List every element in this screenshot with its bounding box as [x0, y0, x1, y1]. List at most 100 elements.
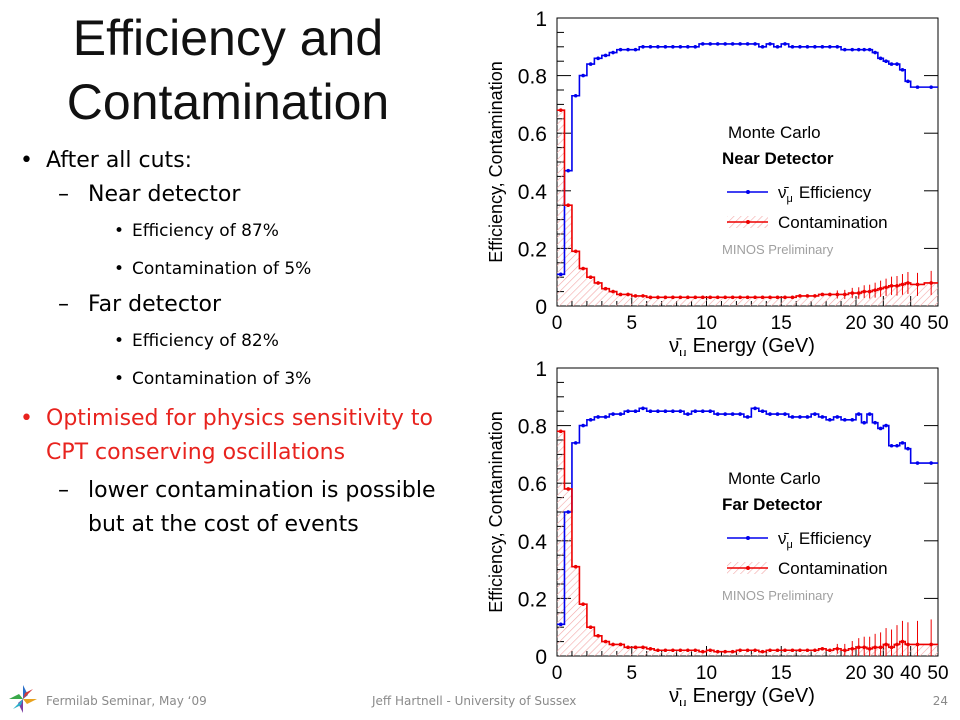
legend-efficiency-subscript: μ [787, 193, 793, 205]
efficiency-point [835, 45, 840, 49]
bullet-dash-icon: – [58, 182, 69, 207]
y-tick-label: 0.2 [518, 588, 547, 611]
legend-header: Monte Carlo [728, 469, 821, 488]
efficiency-point [790, 45, 795, 49]
efficiency-point [753, 406, 757, 411]
efficiency-point [753, 42, 757, 46]
efficiency-line [557, 407, 938, 626]
near-detector-chart: 0 0.2 0.4 0.6 0.8 1 0 5 10 15 20 30 40 50 Efficiency, … [470, 6, 950, 360]
y-tick-label: 0.8 [518, 66, 547, 89]
contamination-point [745, 648, 750, 653]
contamination-point [626, 292, 630, 297]
contamination-point [798, 648, 802, 653]
efficiency-point [873, 420, 877, 425]
x-axis-label: Energy (GeV) [693, 335, 815, 356]
efficiency-point [723, 412, 727, 416]
x-tick-label: 30 [873, 313, 894, 334]
bullet-far-efficiency: • Efficiency of 82% [18, 322, 438, 360]
efficiency-point [856, 412, 861, 416]
x-tick-label: 40 [900, 313, 921, 334]
efficiency-point [745, 42, 750, 46]
bullet-far-contamination: • Contamination of 3% [18, 360, 438, 398]
efficiency-point [686, 412, 690, 416]
efficiency-point [760, 45, 765, 49]
efficiency-point [648, 409, 653, 413]
bullet-text: Contamination of 5% [132, 259, 312, 279]
y-tick-label: 1 [535, 8, 547, 31]
y-tick-label: 0.6 [518, 123, 547, 146]
contamination-point [581, 602, 585, 606]
efficiency-point [686, 45, 690, 49]
bullet-dot-icon: • [20, 406, 33, 431]
efficiency-point [626, 409, 630, 413]
efficiency-point [889, 443, 894, 448]
efficiency-point [641, 406, 645, 411]
contamination-point [760, 295, 765, 300]
legend-efficiency-symbol: ν̄ [778, 529, 790, 548]
bullet-text: After all cuts: [46, 148, 193, 173]
x-tick-label: 20 [845, 313, 866, 334]
bullet-dot-icon: • [114, 221, 125, 241]
bullet-text: lower contamination is possible but at t… [88, 478, 436, 537]
contamination-point [573, 564, 578, 569]
contamination-point [558, 108, 563, 112]
contamination-point [768, 295, 772, 300]
contamination-point [813, 294, 817, 298]
contamination-point [730, 295, 735, 300]
efficiency-point [678, 409, 683, 413]
bullet-near-detector: – Near detector [18, 178, 438, 212]
efficiency-point [581, 73, 585, 78]
efficiency-point [813, 45, 817, 49]
efficiency-point [842, 418, 847, 422]
y-tick-label: 0 [535, 296, 547, 319]
contamination-point [783, 295, 787, 300]
efficiency-point [641, 45, 645, 49]
contamination-point [633, 645, 638, 650]
contamination-point [641, 294, 645, 298]
bullet-dash-icon: – [58, 292, 69, 317]
efficiency-point [790, 415, 795, 419]
near-detector-plot: 00.20.40.60.810 5 10 15 20 30 40 50Efficiency, … [486, 8, 949, 360]
efficiency-point [618, 412, 623, 416]
x-tick-label: 50 [927, 663, 948, 684]
bullet-after-cuts: • After all cuts: [18, 144, 438, 178]
contamination-point [730, 649, 735, 654]
efficiency-point [768, 42, 772, 46]
x-axis-title: ν̄μ Energy (GeV) [669, 335, 815, 356]
efficiency-point [693, 409, 698, 413]
x-tick-label: 0 [552, 313, 563, 334]
efficiency-point [656, 45, 660, 49]
bullet-dot-icon: • [20, 148, 33, 173]
efficiency-point [878, 426, 883, 431]
efficiency-point [915, 461, 920, 465]
efficiency-point [889, 62, 894, 66]
efficiency-point [633, 47, 638, 52]
efficiency-point [805, 45, 810, 49]
y-tick-label: 0.8 [518, 416, 547, 439]
contamination-point [686, 648, 690, 653]
contamination-point [581, 266, 585, 271]
contamination-point [611, 642, 615, 647]
efficiency-point [596, 415, 600, 419]
contamination-point [596, 281, 600, 285]
legend-efficiency: ν̄μ Efficiency [778, 529, 872, 551]
efficiency-point [813, 412, 817, 416]
x-tick-label: 10 [696, 663, 717, 684]
legend-detector: Near Detector [722, 149, 834, 168]
efficiency-point [581, 423, 585, 428]
contamination-point [626, 645, 630, 650]
bullet-lower-contamination: – lower contamination is possible but at … [18, 474, 438, 542]
efficiency-point [895, 62, 899, 66]
contamination-point [573, 249, 578, 254]
efficiency-point [856, 47, 861, 52]
efficiency-point [915, 85, 920, 89]
contamination-point [723, 649, 727, 654]
contamination-point [618, 642, 623, 647]
contamination-point [566, 487, 571, 491]
bullet-text: Efficiency of 82% [132, 331, 279, 351]
far-detector-plot: 00.20.40.60.810 5 10 15 20 30 40 50Efficiency, … [486, 358, 949, 710]
contamination-point [641, 645, 645, 650]
contamination-point [753, 295, 757, 300]
efficiency-point [775, 412, 780, 416]
efficiency-point [828, 418, 832, 422]
